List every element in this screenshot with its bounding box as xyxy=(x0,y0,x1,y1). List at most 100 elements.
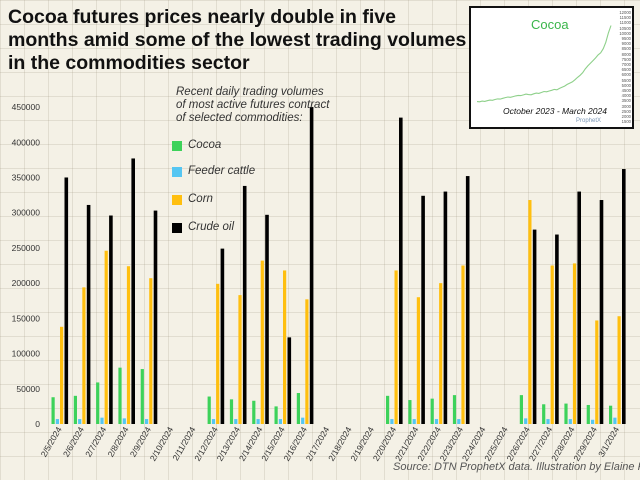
bar-corn-2-21-2024 xyxy=(416,297,420,424)
inset-axis-label: 3000 xyxy=(621,103,631,109)
bar-corn-2-28-2024 xyxy=(572,263,577,424)
bar-cocoa-2-20-2024 xyxy=(386,395,390,424)
bar-feeder-cattle-2-13-2024 xyxy=(234,419,238,424)
bar-cocoa-3-1-2024 xyxy=(609,405,613,424)
y-tick-label: 0 xyxy=(35,419,40,429)
cocoa-price-inset: Cocoa 12000 11500 11000 10500 10000 9500 9000 8… xyxy=(469,6,634,129)
bar-cocoa-2-16-2024 xyxy=(296,393,300,424)
bar-crude-oil-2-27-2024 xyxy=(555,234,559,424)
x-axis-ticks: 2/5/20242/6/20242/7/20242/8/20242/9/2024… xyxy=(39,425,622,463)
bar-corn-2-8-2024 xyxy=(126,266,131,424)
bar-corn-2-7-2024 xyxy=(104,250,108,424)
inset-axis-label: 7000 xyxy=(621,62,631,68)
bar-cocoa-2-9-2024 xyxy=(140,369,144,424)
bar-corn-2-12-2024 xyxy=(216,283,220,424)
bar-crude-oil-2-23-2024 xyxy=(465,176,470,424)
inset-axis-label: 2500 xyxy=(621,108,631,114)
bar-corn-2-6-2024 xyxy=(82,287,86,424)
legend-swatch-cocoa xyxy=(172,141,182,151)
bar-crude-oil-2-16-2024 xyxy=(309,107,314,424)
bar-feeder-cattle-3-1-2024 xyxy=(613,417,617,424)
bar-crude-oil-2-7-2024 xyxy=(109,215,113,424)
bar-feeder-cattle-2-6-2024 xyxy=(78,419,82,424)
bar-corn-2-20-2024 xyxy=(394,270,398,424)
bar-cocoa-2-7-2024 xyxy=(96,382,100,424)
bar-cocoa-2-13-2024 xyxy=(229,399,234,424)
y-tick-label: 350000 xyxy=(12,172,41,182)
inset-title: Cocoa xyxy=(531,17,569,32)
bar-cocoa-2-26-2024 xyxy=(519,395,523,424)
bar-feeder-cattle-2-20-2024 xyxy=(390,419,394,424)
bar-feeder-cattle-2-14-2024 xyxy=(256,419,260,424)
bar-cocoa-2-23-2024 xyxy=(452,395,457,424)
y-tick-label: 150000 xyxy=(12,313,41,323)
inset-axis-label: 8000 xyxy=(621,51,631,57)
bar-corn-2-29-2024 xyxy=(595,320,599,424)
bar-feeder-cattle-2-12-2024 xyxy=(211,419,216,424)
bar-cocoa-2-27-2024 xyxy=(542,404,546,424)
bar-crude-oil-2-15-2024 xyxy=(287,337,292,424)
bar-crude-oil-2-28-2024 xyxy=(577,191,581,424)
source-note: Source: DTN ProphetX data. Illustration … xyxy=(393,461,640,473)
bar-crude-oil-2-14-2024 xyxy=(265,214,269,424)
inset-price-line xyxy=(476,25,612,103)
inset-axis-label: 3500 xyxy=(621,98,631,104)
legend-caption: Recent daily trading volumes of most act… xyxy=(176,86,330,124)
legend-swatch-feeder-cattle xyxy=(172,167,182,177)
y-tick-label: 250000 xyxy=(12,243,41,253)
inset-axis-label: 11000 xyxy=(619,20,631,26)
inset-axis-label: 12000 xyxy=(619,10,631,15)
bar-feeder-cattle-2-8-2024 xyxy=(122,418,126,424)
bar-feeder-cattle-2-29-2024 xyxy=(591,419,595,424)
bar-feeder-cattle-2-28-2024 xyxy=(568,419,572,424)
y-tick-label: 400000 xyxy=(12,137,41,147)
bar-feeder-cattle-2-23-2024 xyxy=(457,419,461,424)
bar-cocoa-2-6-2024 xyxy=(73,395,77,424)
bar-cocoa-2-15-2024 xyxy=(274,406,278,424)
inset-axis-label: 4500 xyxy=(621,88,631,94)
inset-axis-label: 8500 xyxy=(621,46,631,52)
legend-swatch-corn xyxy=(172,195,182,205)
bar-crude-oil-2-8-2024 xyxy=(131,158,135,424)
y-tick-label: 450000 xyxy=(12,102,41,112)
bar-corn-2-5-2024 xyxy=(60,326,64,424)
bar-feeder-cattle-2-22-2024 xyxy=(434,419,439,424)
y-tick-label: 100000 xyxy=(12,349,41,359)
bar-corn-2-26-2024 xyxy=(528,200,532,424)
bar-crude-oil-2-21-2024 xyxy=(421,195,425,424)
bar-crude-oil-2-26-2024 xyxy=(532,229,537,424)
y-tick-label: 200000 xyxy=(12,278,41,288)
inset-axis-label: 4000 xyxy=(621,93,631,99)
bar-corn-3-1-2024 xyxy=(617,316,621,424)
bar-feeder-cattle-2-5-2024 xyxy=(55,419,59,424)
bar-crude-oil-2-12-2024 xyxy=(220,248,225,424)
bar-corn-2-13-2024 xyxy=(238,295,242,424)
bar-crude-oil-2-13-2024 xyxy=(242,185,247,424)
inset-axis-label: 5500 xyxy=(621,77,631,83)
inset-axis-label: 6000 xyxy=(621,72,631,78)
bar-feeder-cattle-2-26-2024 xyxy=(524,418,528,424)
legend-label-crude-oil: Crude oil xyxy=(188,221,235,233)
bar-corn-2-23-2024 xyxy=(461,265,465,424)
bar-cocoa-2-12-2024 xyxy=(207,396,211,424)
bar-corn-2-16-2024 xyxy=(305,299,309,424)
bar-series xyxy=(51,107,626,425)
bar-cocoa-2-29-2024 xyxy=(586,404,590,424)
bar-corn-2-27-2024 xyxy=(550,265,554,424)
inset-axis-label: 7500 xyxy=(621,56,631,62)
inset-axis-label: 2000 xyxy=(621,114,631,120)
bar-feeder-cattle-2-21-2024 xyxy=(412,419,416,424)
bar-corn-2-14-2024 xyxy=(260,260,264,424)
bar-cocoa-2-21-2024 xyxy=(408,400,412,424)
chart-title: Cocoa futures prices nearly double in fi… xyxy=(8,6,467,74)
bar-corn-2-9-2024 xyxy=(149,278,153,424)
inset-axis-label: 10000 xyxy=(619,30,631,36)
bar-corn-2-15-2024 xyxy=(283,270,287,424)
bar-feeder-cattle-2-15-2024 xyxy=(278,419,282,424)
bar-cocoa-2-5-2024 xyxy=(51,397,55,424)
bar-feeder-cattle-2-16-2024 xyxy=(301,417,305,424)
bar-crude-oil-3-1-2024 xyxy=(622,169,626,424)
bar-crude-oil-2-22-2024 xyxy=(443,191,448,424)
inset-price-axis: 12000 11500 11000 10500 10000 9500 9000 8500 800… xyxy=(617,10,631,124)
